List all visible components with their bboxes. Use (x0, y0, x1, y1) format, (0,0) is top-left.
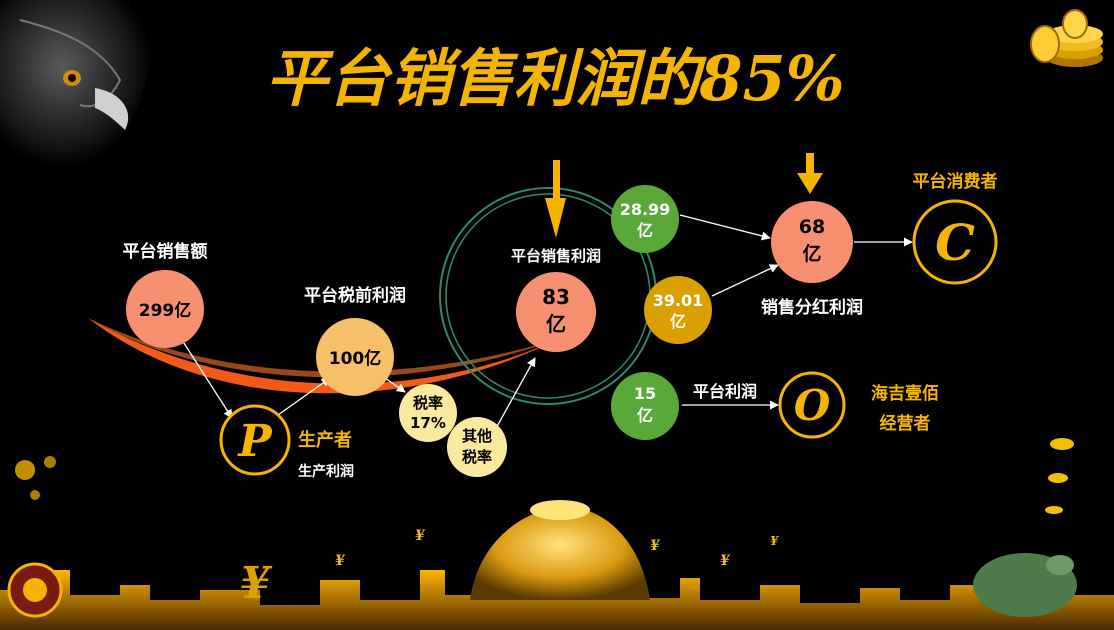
share-3-line2: 亿 (637, 406, 653, 425)
orange-swoosh-shade (88, 318, 560, 378)
sales-node (126, 270, 204, 348)
operator-edge-label: 平台利润 (693, 382, 757, 401)
gold-city-illustration (0, 500, 1114, 630)
svg-text:¥: ¥ (770, 534, 779, 548)
share-1-node (611, 185, 679, 253)
tax-line2: 17% (410, 414, 446, 432)
producer-letter: P (236, 416, 273, 467)
platform-profit-line2: 亿 (546, 312, 566, 336)
share-2-line1: 39.01 (653, 291, 704, 310)
sales-heading: 平台销售额 (123, 241, 208, 262)
arrow-pretax-to-tax (384, 377, 406, 393)
share-2-node (644, 276, 712, 344)
arrow-sales-to-producer (181, 339, 233, 419)
dividend-line1: 68 (799, 216, 825, 238)
coin-stack-illustration (1030, 9, 1103, 67)
svg-text:¥: ¥ (720, 553, 731, 569)
share-1-line2: 亿 (637, 221, 653, 240)
share-1-line1: 28.99 (620, 200, 671, 219)
page-title: 平台销售利润的85% (265, 42, 844, 115)
platform-profit-line1: 83 (542, 285, 570, 309)
share-3-line1: 15 (634, 384, 656, 403)
tax-node (399, 384, 457, 442)
share-3-node (611, 372, 679, 440)
consumer-label: 平台消费者 (913, 171, 998, 192)
dividend-line2: 亿 (802, 242, 821, 265)
operator-letter: O (794, 381, 831, 430)
platform-profit-heading: 平台销售利润 (511, 247, 601, 265)
share-2-line2: 亿 (670, 312, 686, 331)
pretax-node (316, 318, 394, 396)
consumer-letter: C (935, 213, 975, 272)
producer-label: 生产者 (298, 429, 352, 451)
fireworks-illustration (7, 456, 63, 618)
connector-lines (181, 214, 913, 431)
svg-text:¥: ¥ (240, 558, 273, 609)
dividend-label: 销售分红利润 (761, 297, 863, 318)
operator-node (778, 371, 846, 439)
eagle-illustration (0, 0, 154, 168)
piggy-bank-illustration (973, 438, 1077, 617)
arrow-share1-to-dividend (679, 214, 771, 241)
tax-line1: 税率 (413, 394, 443, 412)
arrow-share2-to-dividend (711, 264, 779, 297)
producer-node (219, 404, 291, 476)
operator-label-line1: 海吉壹佰 (871, 383, 939, 404)
other-tax-node (447, 417, 507, 477)
other-tax-line2: 税率 (462, 448, 492, 466)
sales-value: 299亿 (139, 300, 192, 321)
operator-label-line2: 经营者 (880, 413, 931, 434)
down-arrow-icon (797, 153, 823, 194)
svg-text:¥: ¥ (415, 528, 426, 544)
dividend-node (771, 201, 853, 283)
platform-profit-node (516, 272, 596, 352)
down-arrow-icon (545, 160, 566, 238)
svg-text:¥: ¥ (335, 553, 346, 569)
pretax-heading: 平台税前利润 (304, 285, 406, 306)
other-tax-line1: 其他 (462, 427, 492, 445)
arrow-othertax-to-profit (494, 357, 536, 431)
svg-text:¥: ¥ (650, 538, 661, 554)
arrow-producer-to-pretax (277, 377, 331, 416)
yuan-symbol-illustration: ¥ ¥ ¥ ¥ ¥ ¥ (240, 528, 779, 609)
pretax-value: 100亿 (329, 348, 382, 369)
producer-sublabel: 生产利润 (298, 463, 354, 480)
consumer-node (912, 199, 998, 285)
orange-swoosh (88, 318, 560, 394)
